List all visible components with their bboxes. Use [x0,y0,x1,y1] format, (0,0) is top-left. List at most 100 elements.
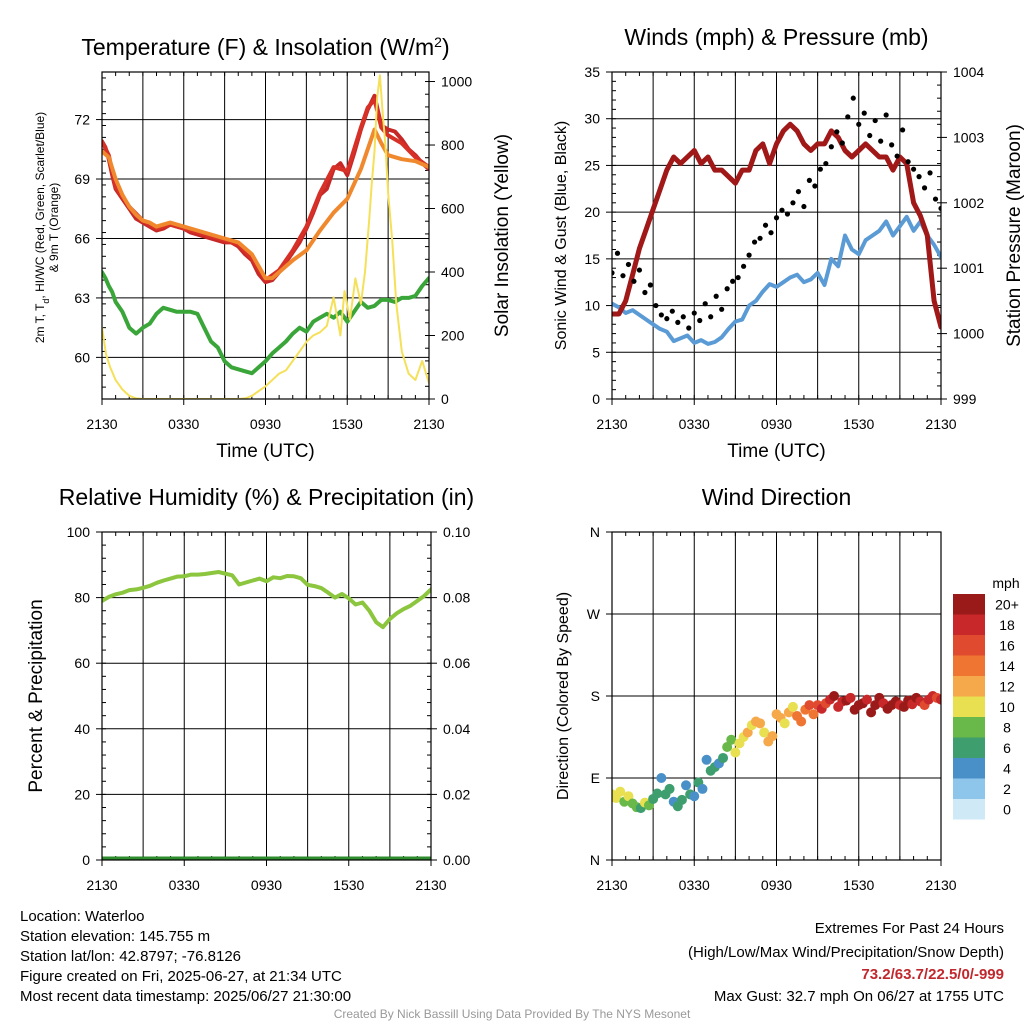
y-tick-label: 0 [592,391,600,407]
plot-area [102,74,429,399]
legend-swatch [953,676,985,697]
direction-point [701,754,712,765]
dewpoint-line [102,270,429,376]
x-tick-label: 2130 [925,416,956,432]
gust-point [806,177,813,183]
x-tick-label: 1530 [843,877,874,893]
chart-title: Wind Direction [702,484,852,510]
chart-panel-1: Temperature (F) & Insolation (W/m2) 2130 0… [33,34,513,462]
gust-point [823,160,829,167]
y-label-subscript: d [41,299,51,304]
direction-point [808,709,819,720]
gust-point [730,278,736,284]
y-tick-label: 40 [74,721,90,737]
gust-point [612,270,615,276]
x-axis-label: Time (UTC) [216,441,315,462]
plot-frame [101,71,430,400]
direction-point [718,752,729,763]
x-tick-label: 0330 [679,416,710,432]
latlon-text: Station lat/lon: 42.8797; -76.8126 [20,948,242,965]
gust-point [697,317,703,324]
gust-point [894,153,900,159]
x-tick-label: 0330 [679,877,710,893]
plot-frame [611,531,942,861]
gust-point [921,185,928,191]
gust-point [746,252,752,258]
chart-title: Relative Humidity (%) & Precipitation (i… [59,484,474,510]
legend-swatch [953,737,985,758]
x-tick-label: 1530 [332,416,363,432]
legend-label: 12 [999,678,1015,694]
gust-point [900,127,906,133]
direction-point [722,742,733,753]
y-axis-label-line2: & 9m T (Orange) [47,183,61,273]
gust-point [784,211,791,217]
legend-swatch [953,594,985,615]
x-tick-label: 2130 [86,877,117,893]
direction-point [664,783,675,794]
legend-label: 2 [1003,781,1011,797]
gust-point [741,263,747,269]
gust-point [757,235,763,241]
direction-point [689,791,700,802]
legend-swatch [953,758,985,779]
direction-point [787,701,798,712]
direction-point [767,731,778,742]
y-tick-label: 35 [584,64,600,80]
direction-point [936,694,941,705]
direction-point [615,786,626,797]
y2-tick-label: 600 [441,201,465,217]
rh-line [102,570,431,630]
y-label-part: , HI/WC (Red, Green, Scarlet/Blue) [33,112,47,299]
y-tick-label: 60 [74,349,90,365]
plot-frame [611,71,942,400]
chart-title-main: Temperature (F) & Insolation (W/m [81,34,434,60]
legend-label: 6 [1003,740,1011,756]
gust-point [620,273,626,279]
y-tick-label: N [590,852,600,868]
x-tick-label: 2130 [86,416,117,432]
direction-point [726,734,737,745]
chart-panel-2: Winds (mph) & Pressure (mb) 2130 0330 0930 1… [553,24,1024,462]
x-tick-label: 2130 [596,416,627,432]
gust-point [631,278,637,284]
gust-point [867,132,873,139]
chart-title: Winds (mph) & Pressure (mb) [624,24,928,50]
y-tick-label: N [590,524,600,540]
legend-label: 0 [1003,801,1011,817]
gust-point [883,112,889,118]
created-text: Figure created on Fri, 2025-06-27, at 21… [20,968,342,985]
legend-label: 18 [999,617,1015,633]
gust-point [762,222,769,228]
gust-point [625,261,632,268]
gust-point [653,302,659,309]
gust-point [686,325,692,331]
x-tick-label: 0930 [250,416,281,432]
y-tick-label: 100 [67,524,91,540]
gust-point [845,114,851,120]
y-tick-label: 25 [584,157,600,173]
y-axis-label: Percent & Precipitation [26,599,47,792]
x-tick-label: 0930 [251,877,282,893]
gust-point [856,121,862,127]
y-tick-label: 69 [74,171,90,187]
gust-point [647,282,653,288]
gust-point [812,183,818,189]
direction-point [829,691,840,701]
x-tick-label: 2130 [596,877,627,893]
pressure-line [612,121,941,330]
gust-point [779,207,785,213]
gust-point [916,174,922,180]
y-tick-label: E [591,770,600,786]
gust-point [708,314,714,320]
y-axis-label: 2m T, Td, HI/WC (Red, Green, Scarlet/Blu… [33,112,51,343]
x-tick-label: 0930 [761,416,792,432]
gust-point [872,117,878,124]
direction-point [870,700,881,711]
gust-point [817,166,823,172]
legend-label: 14 [999,658,1015,674]
extremes-values: 73.2/63.7/22.5/0/-999 [861,966,1004,983]
sonic_wind-line [612,214,941,346]
y-tick-label: 80 [74,590,90,606]
gust-point [713,293,719,299]
